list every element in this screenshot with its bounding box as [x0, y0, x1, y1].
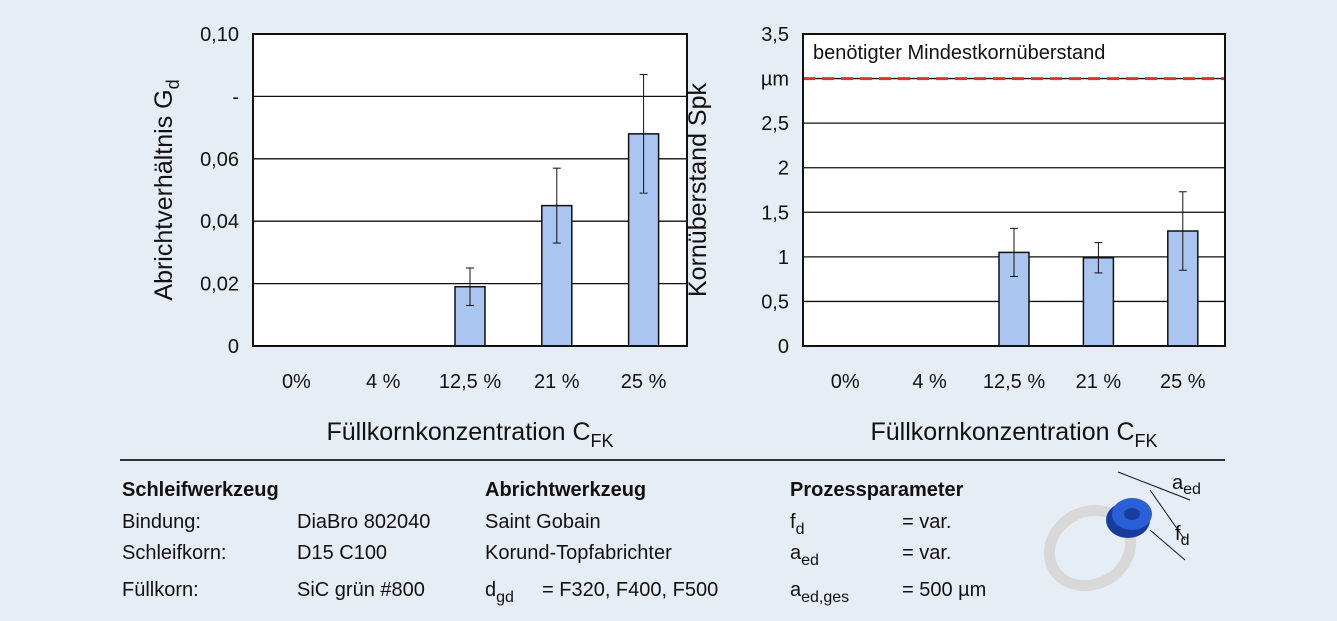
axis-title: Kornüberstand Spk — [684, 82, 712, 297]
value: SiC grün #800 — [297, 579, 425, 601]
value: = 500 µm — [902, 579, 986, 601]
y-tick-label: 0 — [228, 336, 239, 358]
value: = F320, F400, F500 — [542, 579, 718, 601]
y-tick-label: 0,02 — [200, 274, 239, 296]
x-tick-label: 0% — [831, 371, 860, 393]
value: Korund-Topfabrichter — [485, 542, 672, 564]
sub: gd — [496, 589, 514, 606]
value: = var. — [902, 511, 951, 533]
annotation: benötigter Mindestkornüberstand — [813, 42, 1105, 64]
sub: d — [796, 521, 805, 538]
x-tick-label: 0% — [282, 371, 311, 393]
heading: Abrichtwerkzeug — [485, 479, 646, 501]
x-tick-label: 25 % — [1160, 371, 1206, 393]
axis-title-sub: FK — [1135, 431, 1158, 451]
y-tick-label: 0,06 — [200, 149, 239, 171]
y-tick-label: - — [232, 86, 239, 108]
y-tick-label: 2,5 — [761, 113, 789, 135]
y-tick-label: 0,5 — [761, 291, 789, 313]
figure: Schleifwerkzeug Bindung: DiaBro 802040 S… — [0, 0, 1337, 621]
base: d — [485, 579, 496, 601]
axis-title-sub: d — [163, 79, 183, 89]
value: Saint Gobain — [485, 511, 601, 533]
sub: d — [1181, 532, 1190, 549]
x-tick-label: 4 % — [366, 371, 401, 393]
x-tick-label: 4 % — [912, 371, 947, 393]
y-tick-label: 0,10 — [200, 24, 239, 46]
axis-title-text: Füllkornkonzentration C — [326, 418, 590, 446]
x-tick-label: 12,5 % — [439, 371, 501, 393]
y-tick-label: 0,04 — [200, 211, 239, 233]
value: = var. — [902, 542, 951, 564]
label: Füllkorn: — [122, 579, 199, 601]
axis-title-text: Füllkornkonzentration C — [870, 418, 1134, 446]
sub: ed — [801, 552, 819, 569]
sub: ed — [1183, 481, 1201, 498]
x-tick-label: 12,5 % — [983, 371, 1045, 393]
x-tick-label: 21 % — [534, 371, 580, 393]
x-tick-label: 25 % — [621, 371, 667, 393]
heading: Prozessparameter — [790, 479, 964, 501]
dresser-hole — [1124, 508, 1140, 520]
sub: ed,ges — [801, 589, 849, 606]
y-tick-label: 0 — [778, 336, 789, 358]
heading: Schleifwerkzeug — [122, 479, 279, 501]
axis-title-text: Abrichtverhältnis G — [150, 89, 178, 300]
y-tick-label: 1,5 — [761, 202, 789, 224]
label: Bindung: — [122, 511, 201, 533]
label: Schleifkorn: — [122, 542, 227, 564]
y-tick-label: µm — [761, 69, 789, 91]
y-tick-label: 2 — [778, 158, 789, 180]
axis-title-sub: FK — [591, 431, 614, 451]
value: D15 C100 — [297, 542, 387, 564]
axis-title-text: Kornüberstand Spk — [684, 82, 712, 297]
y-tick-label: 3,5 — [761, 24, 789, 46]
y-tick-label: 1 — [778, 247, 789, 269]
x-tick-label: 21 % — [1076, 371, 1122, 393]
value: DiaBro 802040 — [297, 511, 430, 533]
